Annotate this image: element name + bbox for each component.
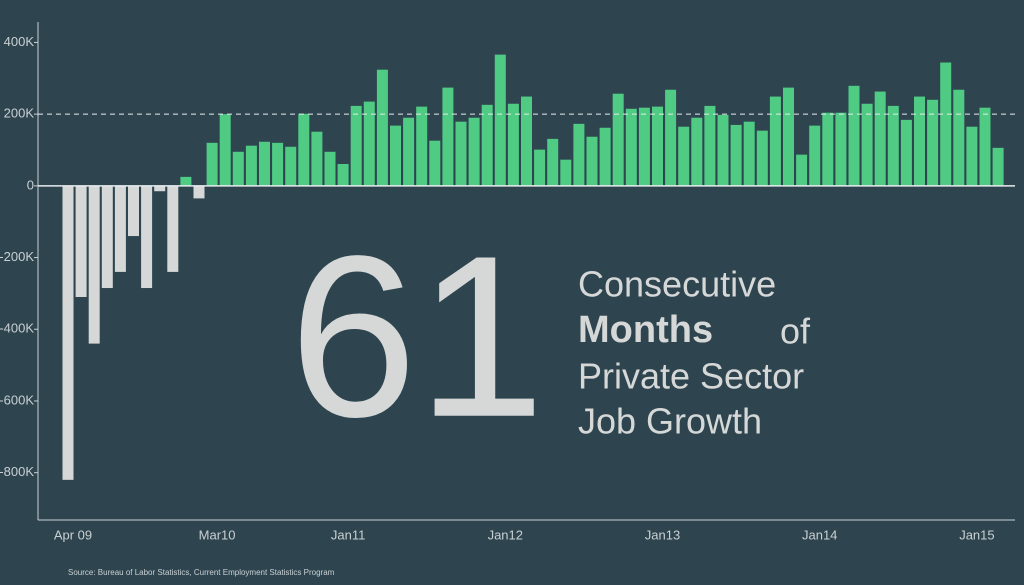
bar xyxy=(534,149,546,186)
bar xyxy=(272,142,284,186)
bar xyxy=(638,107,650,186)
bar xyxy=(285,146,297,186)
bar xyxy=(75,185,87,297)
bar xyxy=(927,99,939,186)
big-number: 61 xyxy=(289,208,545,465)
bar xyxy=(376,69,388,186)
bar xyxy=(861,103,873,186)
bar xyxy=(900,119,912,186)
bar xyxy=(429,140,441,186)
annotation-text: of xyxy=(780,311,811,352)
bar xyxy=(940,62,952,186)
bar xyxy=(311,131,323,186)
annotation-text: Job Growth xyxy=(578,401,762,442)
x-tick-label: Apr 09 xyxy=(54,527,92,542)
bar xyxy=(62,185,74,480)
bar xyxy=(114,185,126,272)
x-tick-label: Jan15 xyxy=(959,527,994,542)
y-tick-label: -800K xyxy=(0,464,34,479)
x-tick-label: Jan14 xyxy=(802,527,837,542)
bar xyxy=(835,112,847,186)
bar xyxy=(128,185,139,237)
bar xyxy=(874,91,886,186)
bar xyxy=(560,159,572,186)
bar xyxy=(337,163,349,186)
bar xyxy=(324,151,336,186)
bar xyxy=(769,96,781,186)
bar xyxy=(468,117,480,186)
bar xyxy=(914,96,925,186)
bar xyxy=(796,154,808,186)
source: Source: Bureau of Labor Statistics, Curr… xyxy=(68,568,335,577)
x-tick-label: Jan11 xyxy=(331,527,365,542)
bar xyxy=(848,85,860,186)
y-tick-label: 0 xyxy=(27,177,34,192)
y-tick-label: -200K xyxy=(0,249,34,264)
bar xyxy=(101,185,113,289)
bar xyxy=(717,114,729,186)
bar xyxy=(809,125,821,186)
bar xyxy=(979,107,991,186)
annotation-text: Private Sector xyxy=(578,356,804,397)
bar xyxy=(586,136,598,186)
bar xyxy=(141,185,153,289)
bar xyxy=(743,121,755,186)
bar xyxy=(612,93,624,186)
bar xyxy=(167,185,179,272)
bar xyxy=(730,124,742,186)
y-tick-label: 200K xyxy=(4,106,35,121)
bar xyxy=(455,121,467,186)
bar xyxy=(232,151,244,186)
bar xyxy=(88,185,100,344)
bar xyxy=(625,108,637,186)
bar xyxy=(756,130,768,186)
bar xyxy=(691,117,703,186)
bar xyxy=(966,126,978,186)
bar xyxy=(390,125,401,186)
bar xyxy=(363,101,375,186)
bar xyxy=(887,105,899,186)
bar xyxy=(193,185,205,199)
bar xyxy=(547,138,559,186)
bar xyxy=(822,112,834,186)
bar xyxy=(481,104,493,186)
bar xyxy=(403,117,415,186)
x-tick-label: Jan12 xyxy=(488,527,523,542)
bar xyxy=(665,89,677,186)
annotation-text: Months xyxy=(578,309,713,351)
bar xyxy=(783,87,794,186)
bar xyxy=(953,89,965,186)
bar xyxy=(442,87,454,186)
bar xyxy=(219,114,231,186)
annotation-text: Consecutive xyxy=(578,264,776,305)
bar xyxy=(350,105,362,186)
bar xyxy=(521,96,532,186)
y-tick-label: -600K xyxy=(0,392,34,407)
x-tick-label: Mar10 xyxy=(199,527,236,542)
bar xyxy=(678,126,690,186)
bar xyxy=(704,105,716,186)
bar xyxy=(652,106,663,186)
bar xyxy=(154,185,166,192)
bar xyxy=(507,103,519,186)
bar xyxy=(599,127,611,186)
bar xyxy=(573,123,585,186)
bar xyxy=(298,113,310,186)
y-tick-label: 400K xyxy=(4,34,35,49)
bar xyxy=(180,176,192,186)
bar xyxy=(206,142,218,186)
bar xyxy=(992,147,1004,186)
y-tick-label: -400K xyxy=(0,321,34,336)
bar xyxy=(416,106,428,186)
x-tick-label: Jan13 xyxy=(645,527,680,542)
bar xyxy=(245,145,257,186)
bar xyxy=(259,141,270,186)
bar xyxy=(494,54,506,186)
